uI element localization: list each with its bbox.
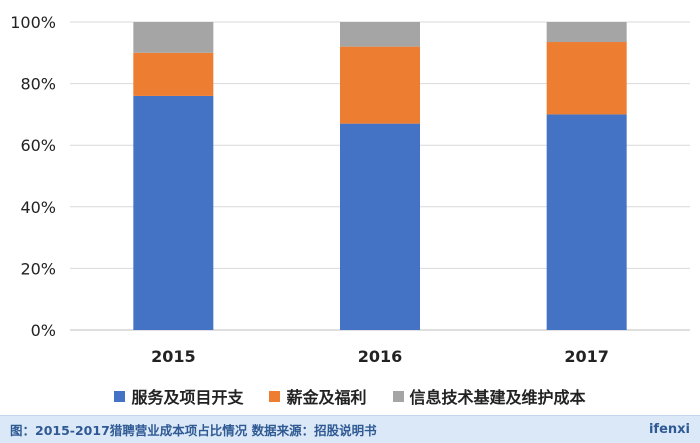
- legend-item-services: 服务及项目开支: [114, 384, 243, 408]
- legend-label-salary: 薪金及福利: [286, 388, 367, 407]
- bar-segment: [546, 22, 627, 43]
- y-tick-label: 100%: [10, 13, 56, 32]
- x-tick-label: 2016: [358, 347, 403, 366]
- legend: 服务及项目开支 薪金及福利 信息技术基建及维护成本: [0, 382, 700, 410]
- brand-logo: ifenxi: [648, 422, 690, 437]
- y-tick-label: 60%: [20, 136, 56, 155]
- y-tick-label: 40%: [20, 198, 56, 217]
- y-tick-label: 80%: [20, 75, 56, 94]
- legend-swatch-salary: [269, 390, 281, 402]
- bar-segment: [340, 123, 420, 330]
- legend-swatch-it: [392, 390, 404, 402]
- bar-segment: [340, 46, 420, 124]
- y-tick-label: 20%: [20, 259, 56, 278]
- bar-segment: [546, 114, 627, 331]
- y-tick-label: 0%: [31, 321, 56, 340]
- figure-caption: 图：2015-2017猎聘营业成本项占比情况 数据来源：招股说明书: [10, 423, 377, 438]
- stacked-bar-chart: 0% 20% 40% 60% 80% 100% 2015 2016 2017: [10, 13, 690, 366]
- bar-segment: [133, 52, 214, 96]
- x-tick-label: 2017: [564, 347, 609, 366]
- legend-label-it: 信息技术基建及维护成本: [409, 388, 586, 407]
- caption-bar: 图：2015-2017猎聘营业成本项占比情况 数据来源：招股说明书 ifenxi: [0, 415, 700, 443]
- legend-label-services: 服务及项目开支: [131, 388, 244, 407]
- bar-segment: [546, 42, 627, 115]
- bar-segment: [133, 22, 214, 53]
- x-tick-label: 2015: [151, 347, 196, 366]
- bar-segment: [340, 22, 420, 47]
- legend-item-salary: 薪金及福利: [269, 384, 367, 408]
- bar-segment: [133, 95, 214, 330]
- legend-swatch-services: [114, 390, 126, 402]
- legend-item-it: 信息技术基建及维护成本: [392, 384, 586, 408]
